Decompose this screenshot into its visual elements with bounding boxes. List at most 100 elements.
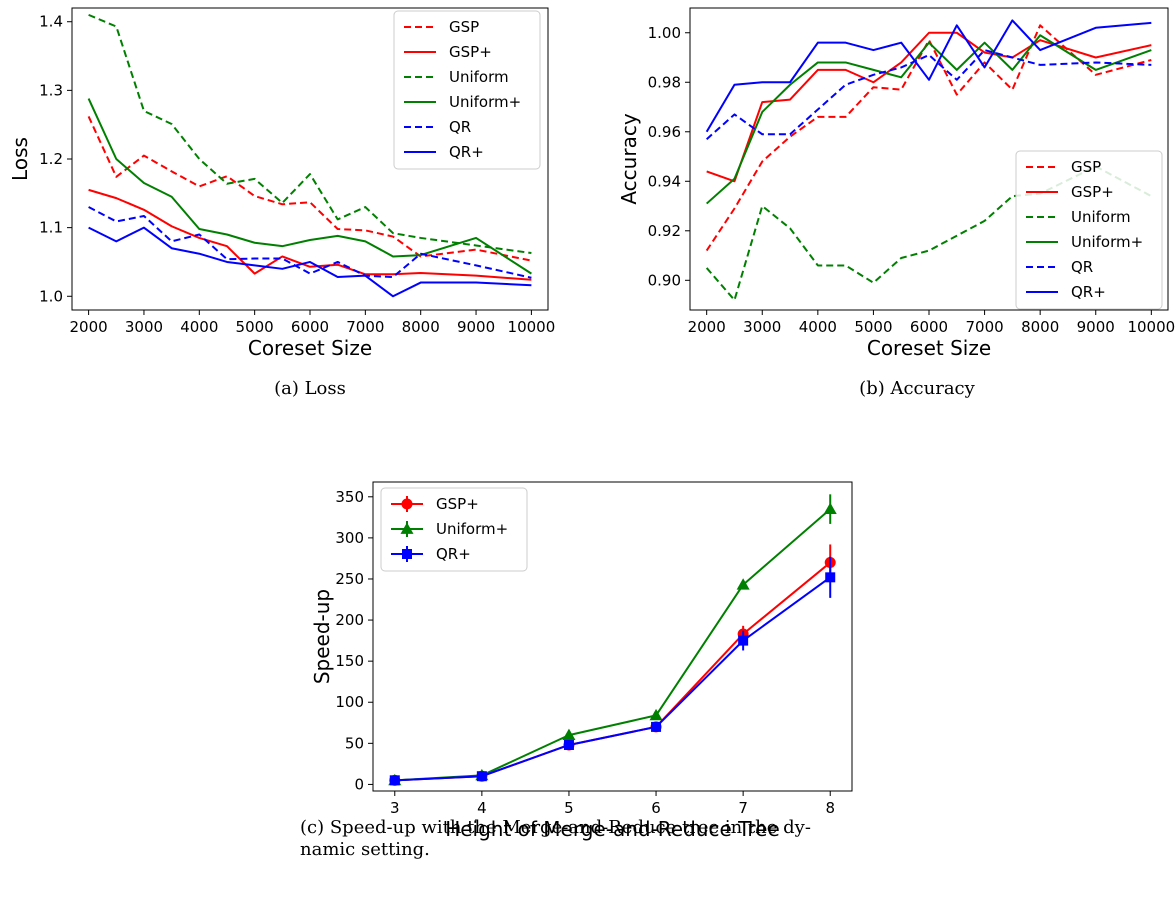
legend-label-gsp-plus: GSP+ [449,43,492,61]
y-tick-label: 1.00 [648,24,681,42]
loss-legend: GSP GSP+ Uniform Uniform+ QR QR+ [393,10,541,170]
legend-marker-gsp-plus [401,498,413,510]
legend-label-qr-plus: QR+ [449,143,484,161]
x-tick-label: 9000 [457,318,495,336]
legend-label-qr-plus: QR+ [1071,283,1106,301]
x-tick-label: 4 [477,799,487,817]
legend-label-qr: QR [449,118,471,136]
series-line-qr-plus [705,19,1152,133]
data-point-uniform-plus [649,708,663,721]
x-tick-label: 10000 [508,318,556,336]
loss-plot-area [87,13,532,298]
accuracy-chart: 2000 3000 4000 5000 6000 7000 8000 9000 10000 0.9… [617,7,1175,360]
x-tick-label: 6000 [291,318,329,336]
series-line-uniform-plus [87,98,532,275]
y-tick-label: 1.0 [39,287,63,305]
y-tick-label: 350 [335,488,364,506]
legend-label-gsp-plus: GSP+ [1071,183,1114,201]
legend-label-uniform: Uniform [449,68,509,86]
x-tick-label: 4000 [799,318,837,336]
accuracy-x-axis-label: Coreset Size [867,336,991,360]
y-tick-label: 1.2 [39,150,63,168]
legend-label-uniform: Uniform [1071,208,1131,226]
series-line-uniform [88,13,532,255]
legend-marker-uniform-plus [400,522,414,534]
speedup-chart: 3 4 5 6 7 8 0 50 100 150 200 250 300 350 Height of Mer… [310,481,853,841]
speedup-plot-area [388,494,837,786]
caption-speedup-line-1: (c) Speed-up with the Merge-and-Reduce t… [300,817,811,838]
y-tick-label: 0.94 [648,172,681,190]
data-point-uniform-plus [562,728,576,740]
x-tick-label: 6000 [910,318,948,336]
legend-marker-qr-plus [402,549,412,559]
data-point-qr-plus [563,739,574,750]
x-tick-label: 8 [825,799,835,817]
series-line-qr [88,206,532,279]
loss-x-axis-label: Coreset Size [248,336,372,360]
accuracy-legend: GSP GSP+ Uniform Uniform+ QR QR+ [1015,150,1163,310]
y-tick-label: 0.92 [648,222,681,240]
speedup-y-axis-label: Speed-up [310,589,334,684]
y-tick-label: 0.96 [648,123,681,141]
x-tick-label: 8000 [402,318,440,336]
x-tick-label: 3000 [743,318,781,336]
legend-label-uniform-plus: Uniform+ [436,520,508,538]
y-tick-label: 0.90 [648,271,681,289]
x-tick-label: 3000 [125,318,163,336]
y-tick-label: 0 [354,775,364,793]
legend-label-gsp: GSP [449,18,479,36]
legend-label-gsp: GSP [1071,158,1101,176]
series-line-uniform-plus [706,34,1152,205]
data-point-qr-plus [825,572,836,583]
y-tick-label: 100 [335,693,364,711]
y-tick-label: 1.4 [39,13,63,31]
caption-loss: (a) Loss [274,378,346,399]
legend-label-uniform-plus: Uniform+ [449,93,521,111]
x-tick-label: 7000 [346,318,384,336]
y-tick-label: 0.98 [648,73,681,91]
x-tick-label: 7 [738,799,748,817]
data-point-qr-plus [476,771,487,782]
legend-box [380,487,528,572]
legend-label-gsp-plus: GSP+ [436,495,479,513]
series-line-gsp [87,116,532,262]
x-tick-label: 8000 [1021,318,1059,336]
legend-label-qr-plus: QR+ [436,545,471,563]
x-tick-label: 7000 [965,318,1003,336]
y-tick-label: 1.3 [39,81,63,99]
y-tick-label: 1.1 [39,219,63,237]
data-point-uniform-plus [823,502,837,514]
loss-y-axis-label: Loss [8,137,32,181]
caption-accuracy: (b) Accuracy [859,378,975,399]
legend-label-qr: QR [1071,258,1093,276]
x-tick-label: 10000 [1127,318,1175,336]
x-tick-label: 2000 [70,318,108,336]
series-line-qr [706,49,1152,140]
x-tick-label: 5 [564,799,574,817]
series-line-qr-plus [88,226,532,298]
series-line-qr-plus [394,576,831,782]
data-point-uniform-plus [736,578,750,590]
x-tick-label: 2000 [688,318,726,336]
accuracy-y-axis-label: Accuracy [617,113,641,204]
speedup-legend: GSP+ Uniform+ QR+ [380,487,528,572]
series-line-gsp-plus [88,188,532,281]
caption-speedup-line-2: namic setting. [300,839,430,860]
y-tick-label: 300 [335,529,364,547]
x-tick-label: 4000 [180,318,218,336]
x-tick-label: 3 [390,799,400,817]
y-tick-label: 200 [335,611,364,629]
y-tick-label: 50 [345,734,364,752]
x-tick-label: 6 [651,799,661,817]
data-point-qr-plus [651,721,662,732]
legend-box [393,10,541,170]
x-tick-label: 9000 [1077,318,1115,336]
x-tick-label: 5000 [854,318,892,336]
legend-label-uniform-plus: Uniform+ [1071,233,1143,251]
speedup-axes-frame [372,481,853,792]
data-point-qr-plus [738,635,749,646]
loss-chart: 2000 3000 4000 5000 6000 7000 8000 9000 10000 1.0… [8,7,556,360]
y-tick-label: 250 [335,570,364,588]
x-tick-label: 5000 [236,318,274,336]
